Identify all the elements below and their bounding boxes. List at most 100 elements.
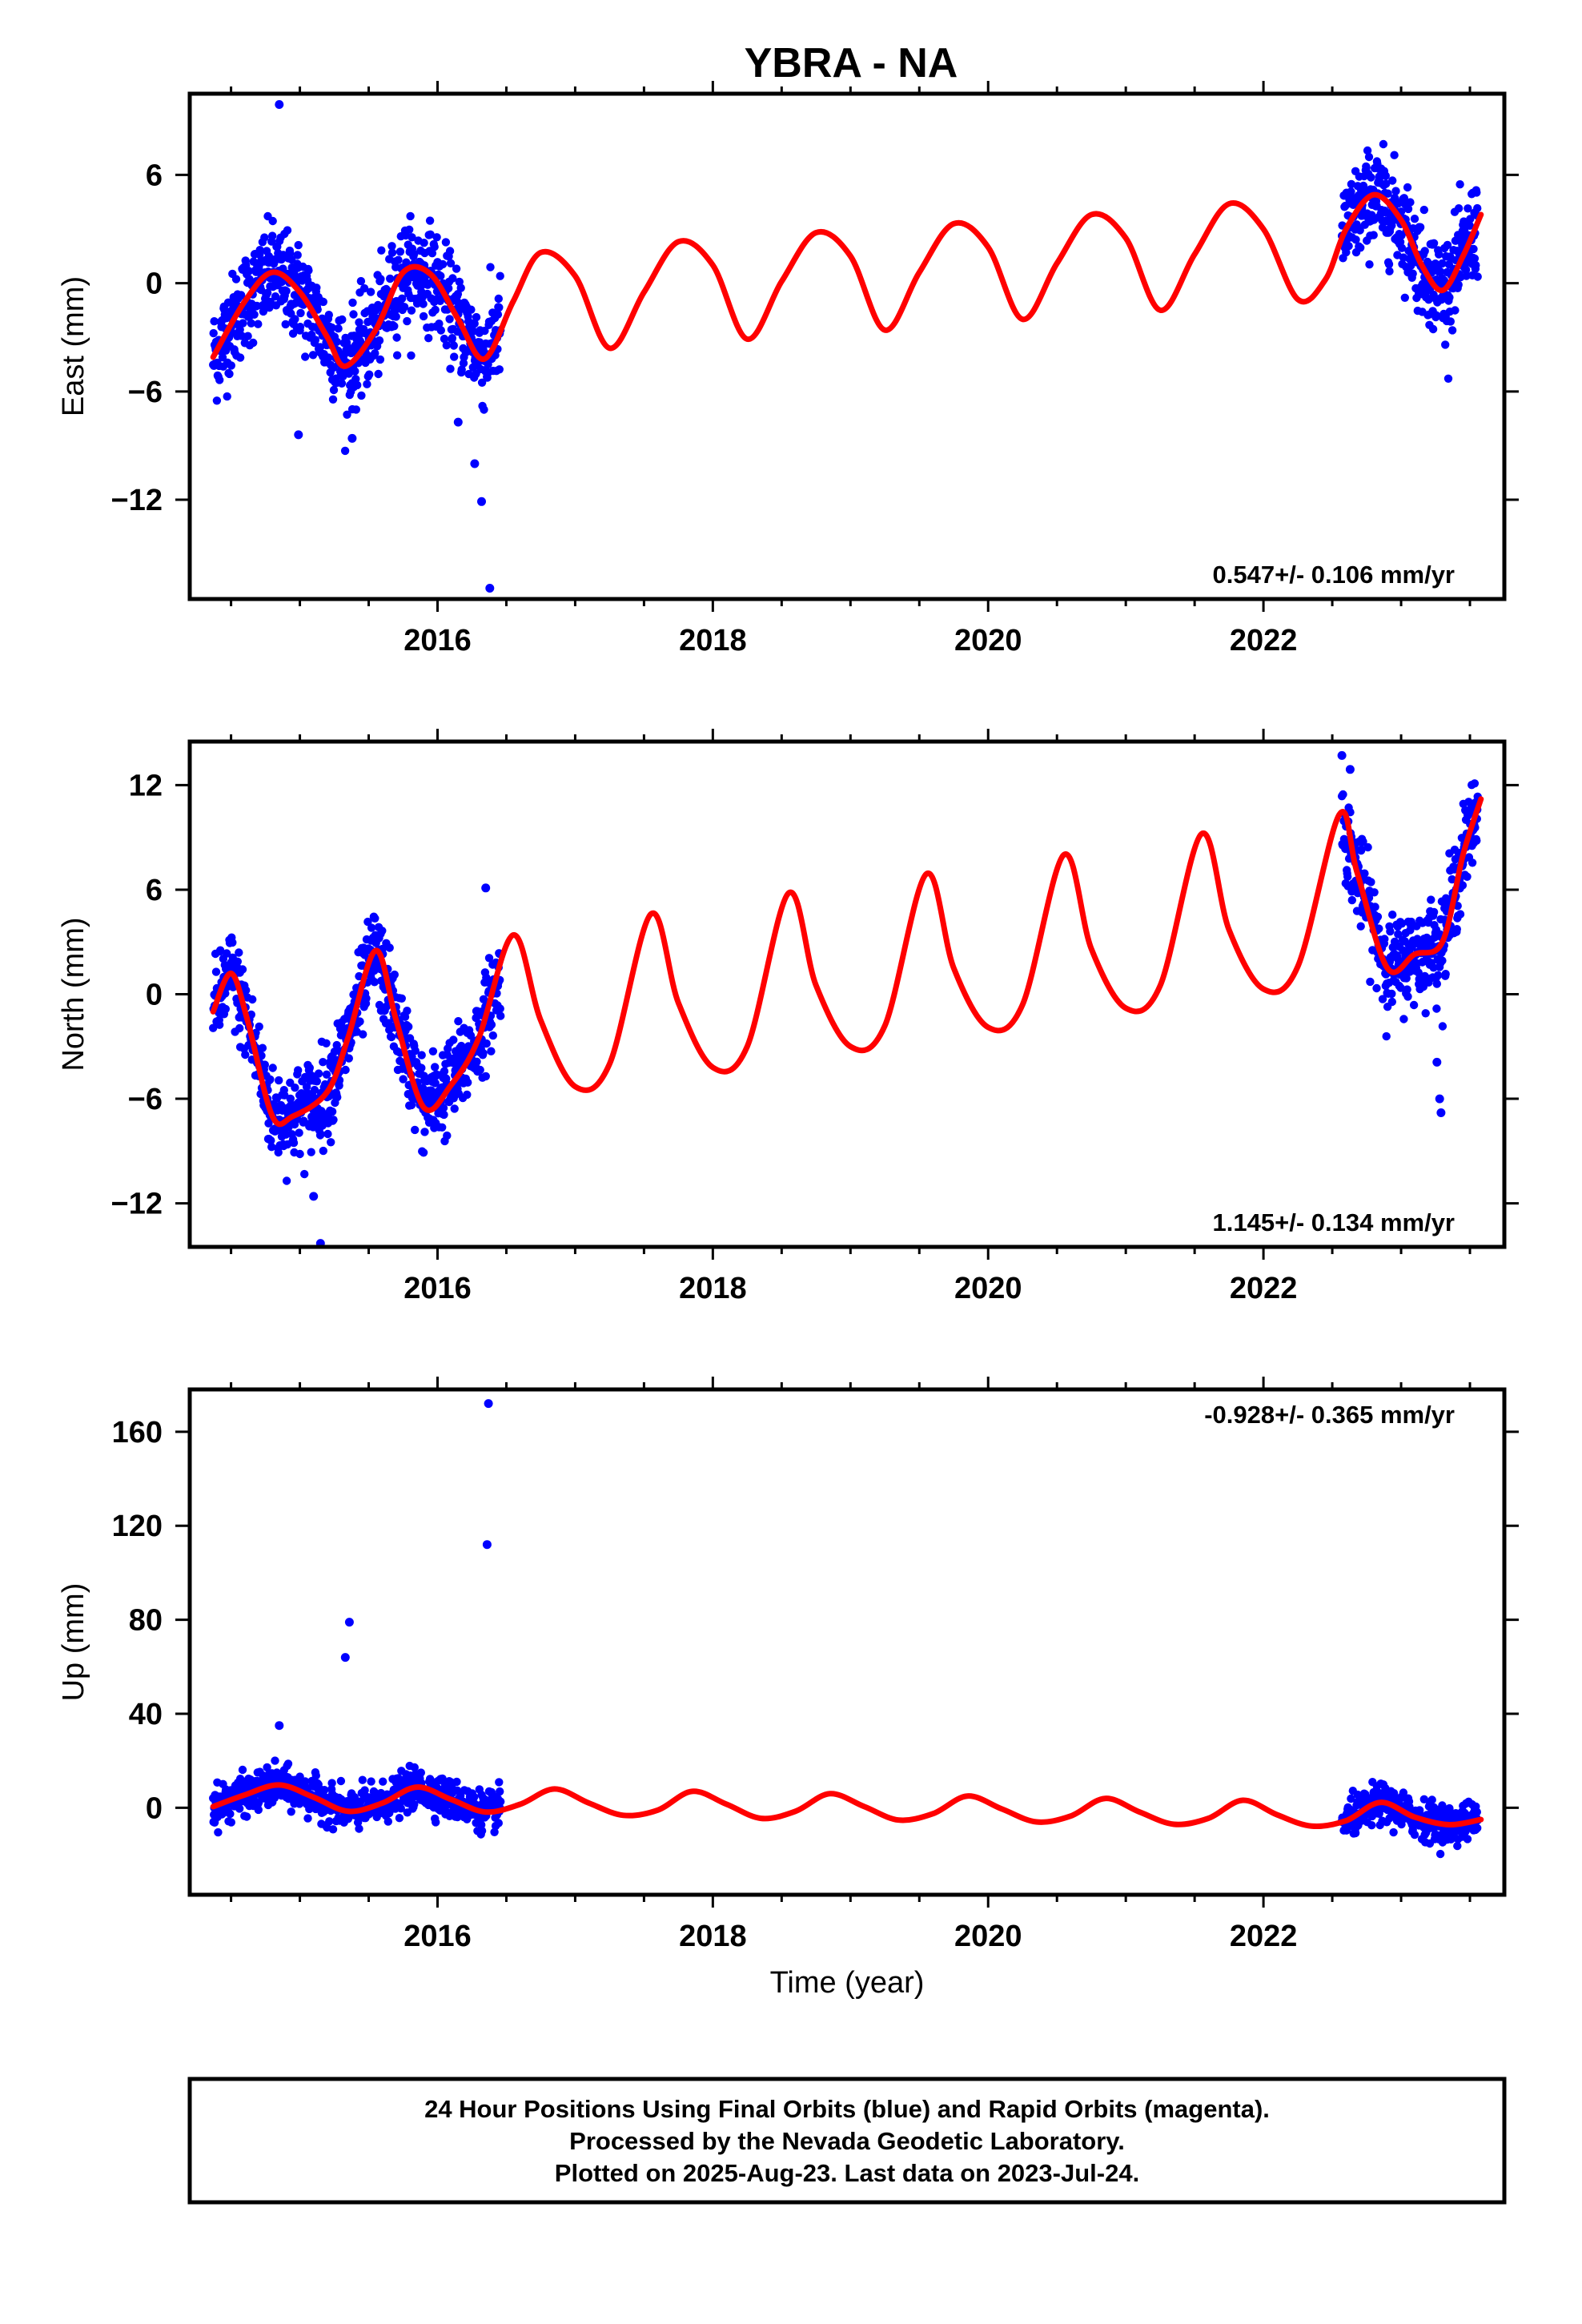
up-point [1435,1849,1445,1859]
north-point [496,1011,505,1020]
east-point [1420,247,1429,255]
east-point [1431,311,1441,320]
east-point [283,226,292,235]
up-point [311,1771,320,1780]
east-point [1400,293,1410,302]
east-point [1466,215,1475,223]
up-rate-annotation: -0.928+/- 0.365 mm/yr [1204,1401,1455,1429]
east-point [212,396,222,405]
east-point [351,405,360,414]
east-point [405,225,414,234]
east-point [255,246,264,255]
east-point [430,243,439,251]
up-point [1453,1841,1462,1851]
east-point [1428,324,1438,334]
east-point [365,370,374,379]
east-point [1469,244,1478,254]
east-point [472,312,481,322]
east-point [223,392,231,401]
east-point [247,319,255,328]
east-y-axis-label: East (mm) [57,276,90,416]
north-outlier-point [481,883,491,893]
east-point [334,324,343,333]
north-point [1375,924,1383,933]
east-point [1397,243,1407,252]
north-outlier-point [1436,1108,1446,1117]
east-point [324,311,333,320]
north-point [267,1136,275,1145]
east-point [432,233,441,242]
east-point [431,305,440,315]
north-point [209,1023,218,1032]
east-point [1435,250,1443,259]
east-point [268,231,277,240]
east-point [1445,293,1454,302]
east-point [1388,176,1397,185]
east-x-tick-label: 2016 [404,624,472,657]
north-point [322,1039,331,1048]
north-point [1347,895,1357,905]
north-point [484,954,494,963]
north-point [312,1077,321,1086]
east-point [398,294,407,303]
east-point [444,283,453,293]
east-point [494,294,503,304]
north-point [1372,983,1381,993]
north-point [223,949,231,958]
east-point [426,230,435,239]
up-point [395,1814,404,1823]
east-point [446,259,456,267]
up-x-tick-label: 2016 [404,1920,472,1953]
up-point [327,1779,336,1787]
east-y-tick-label: 6 [146,159,163,192]
east-point [1387,221,1396,230]
north-point [274,1148,283,1157]
east-point [271,292,280,301]
east-point [227,361,235,370]
east-point [337,379,347,388]
up-point [1427,1795,1436,1804]
east-point [448,334,457,343]
footer-box: 24 Hour Positions Using Final Orbits (bl… [187,2077,1507,2205]
north-point [1359,837,1367,846]
up-point [1415,1806,1424,1815]
east-y-ticks [175,173,1519,501]
east-point [459,359,468,368]
up-point [1419,1795,1429,1803]
north-point [241,1050,250,1059]
east-point [408,233,416,242]
north-point [1402,974,1411,983]
north-point [1438,956,1447,965]
north-point [464,1078,472,1087]
east-point [245,275,254,283]
east-point [445,315,454,324]
north-point [305,1063,314,1072]
up-point [283,1759,293,1768]
up-point [328,1825,338,1834]
east-point [493,310,503,319]
north-frame [187,739,1507,1249]
up-point [1472,1807,1482,1816]
up-point [1389,1827,1398,1837]
east-point [304,266,313,275]
east-point [1464,204,1472,213]
east-point [403,316,412,326]
east-point [480,405,488,414]
east-point [249,338,258,348]
east-point [1344,242,1353,251]
north-point [282,1176,291,1185]
east-point [340,446,350,456]
north-rate-annotation: 1.145+/- 0.134 mm/yr [1213,1208,1455,1236]
east-point [435,320,444,328]
north-point [397,994,406,1003]
north-point [1380,935,1389,943]
east-point [495,365,504,374]
east-point [1403,204,1413,214]
north-point [411,1046,420,1055]
north-point [449,1035,458,1044]
up-point [226,1809,235,1819]
east-point [402,258,411,267]
east-point [442,341,451,350]
east-data-points [209,100,1482,593]
up-point [490,1827,499,1836]
